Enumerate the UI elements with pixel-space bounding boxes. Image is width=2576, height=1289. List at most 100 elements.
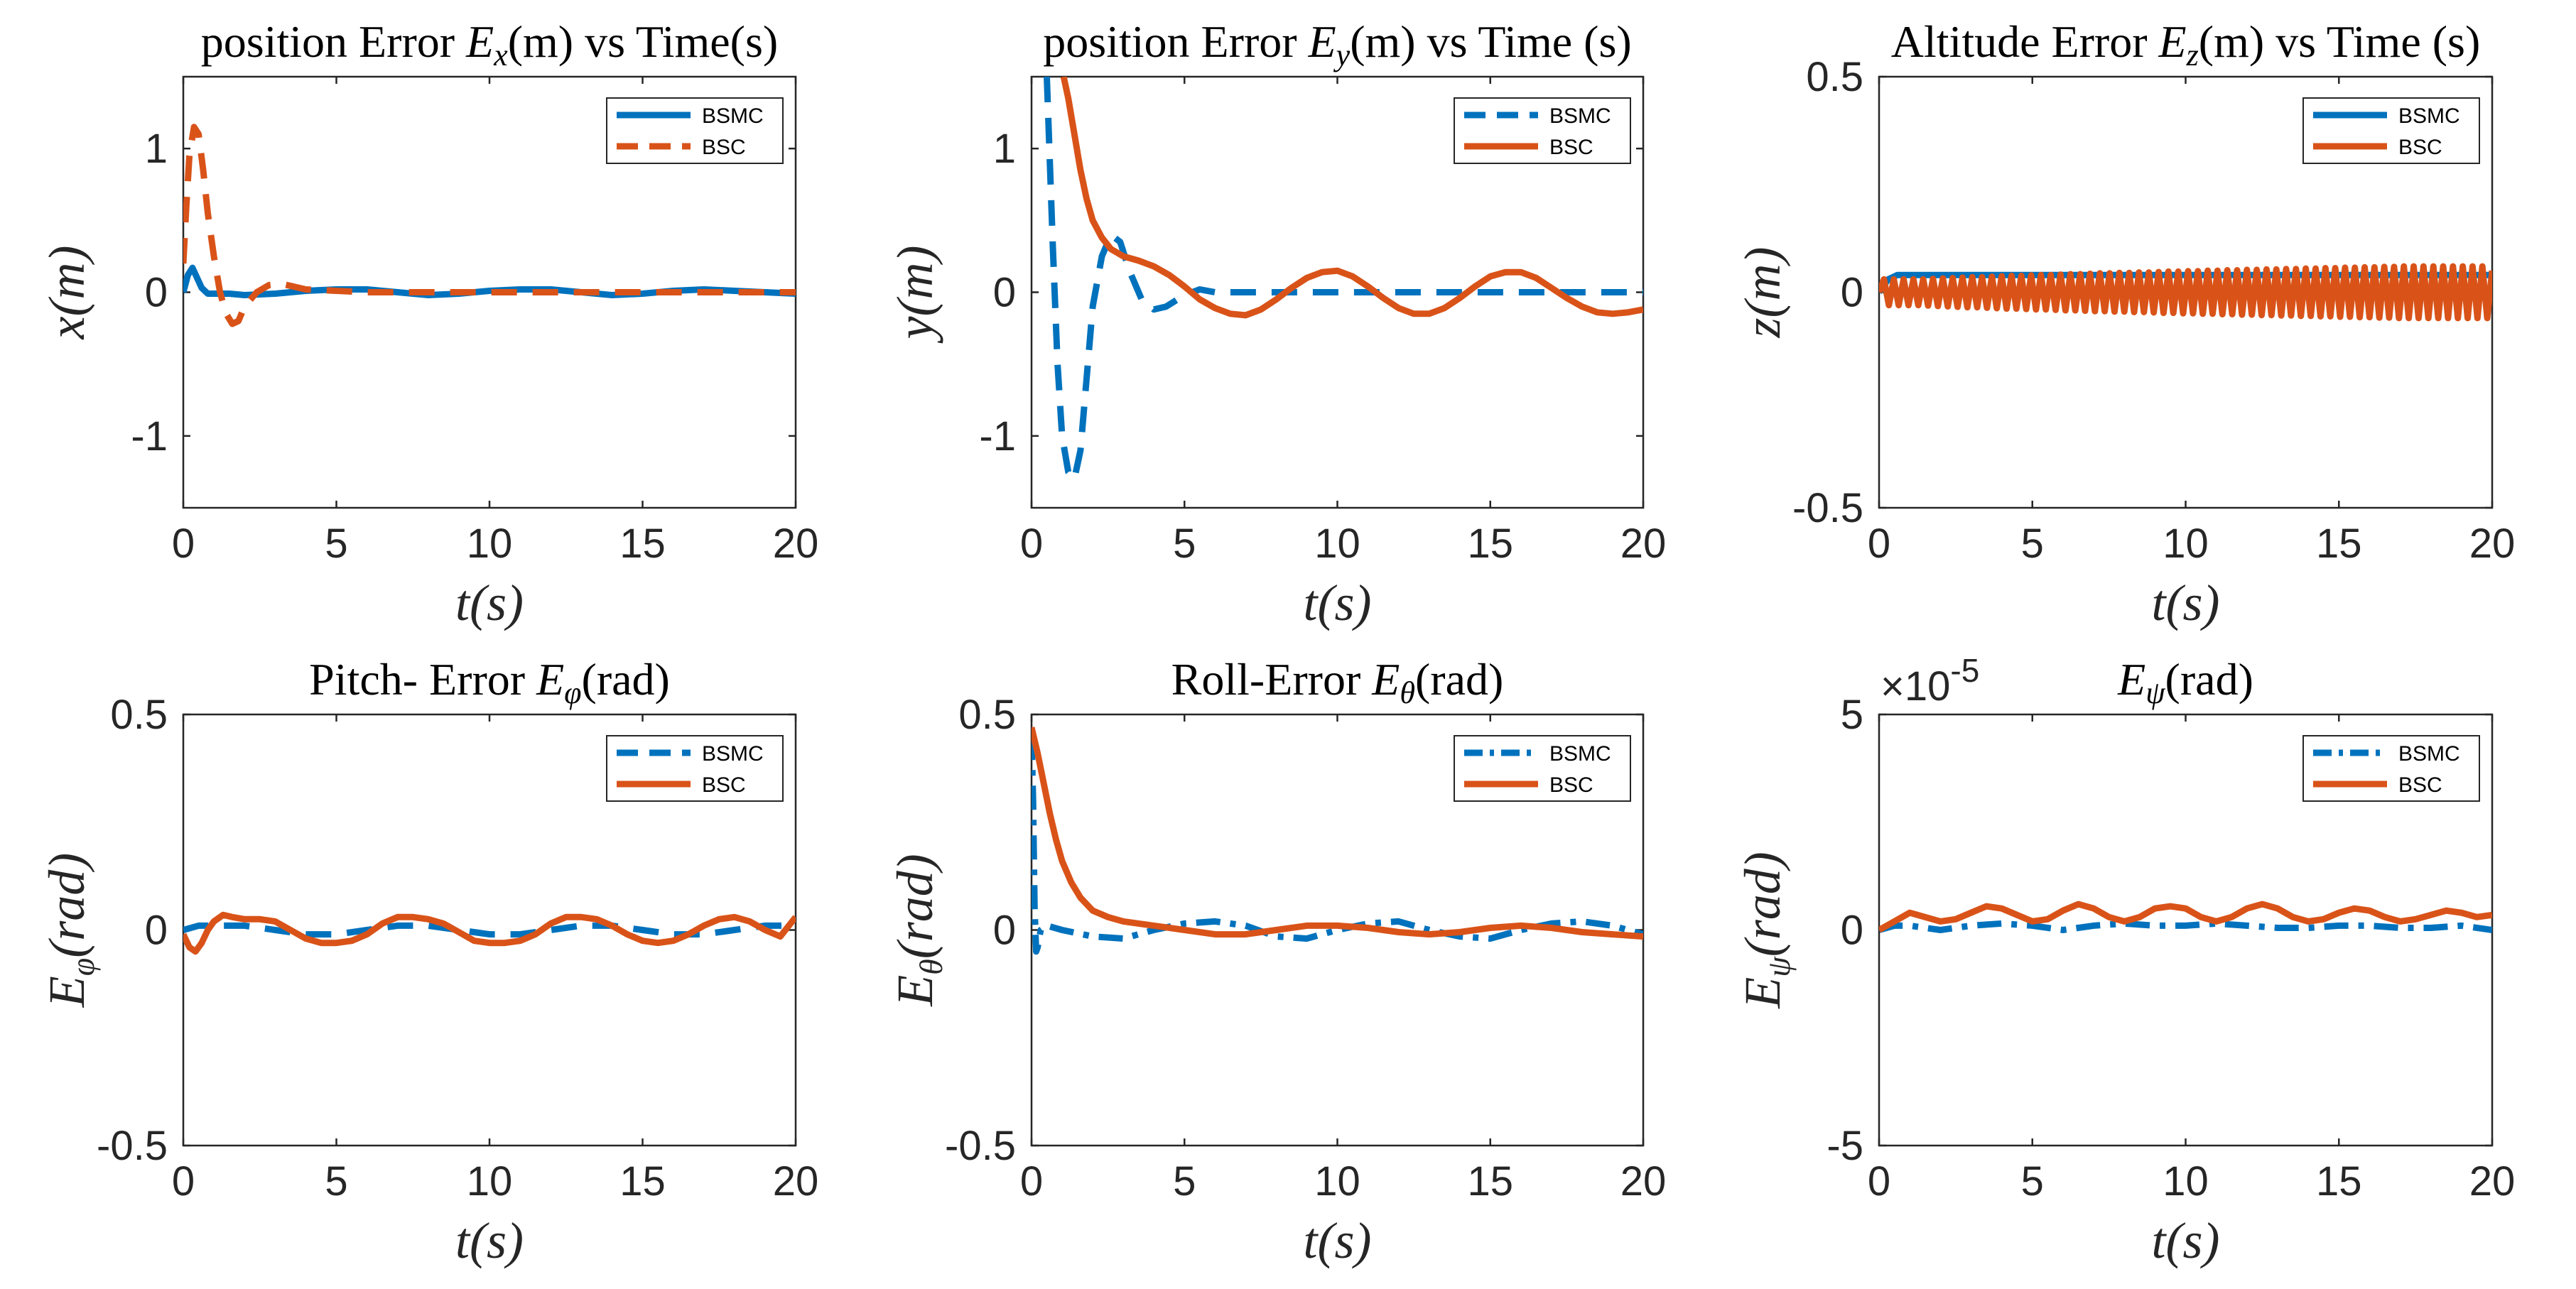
y-tick-label: 0: [993, 270, 1016, 316]
plot-area: [1879, 263, 2492, 322]
chart-title: Eψ(rad): [2117, 654, 2253, 710]
x-tick-label: 0: [172, 1158, 195, 1204]
y-tick-label: 0: [1841, 270, 1863, 316]
x-tick-label: 20: [2469, 1158, 2516, 1204]
y-axis-label: y(m): [887, 246, 943, 344]
series-line-bsmc: [1032, 736, 1643, 955]
x-tick-label: 0: [172, 521, 195, 567]
y-tick-label: -0.5: [945, 1123, 1016, 1169]
y-tick-label: -1: [131, 413, 168, 459]
y-tick-label: 0.5: [110, 692, 168, 738]
x-tick-label: 20: [1620, 521, 1667, 567]
subplot-6: 0 5 10 15 20-505×10-5 Eψ(rad)t(s)Eψ(rad)BSMCB…: [1734, 652, 2515, 1269]
x-axis-label: t(s): [2152, 1212, 2220, 1269]
x-axis-label: t(s): [1304, 575, 1372, 631]
y-tick-label: 0.5: [958, 692, 1016, 738]
x-tick-label: 0: [1020, 521, 1043, 567]
chart-title: Roll-Error Eθ(rad): [1171, 654, 1504, 710]
x-tick-label: 10: [1314, 1158, 1360, 1204]
x-tick-label: 10: [2163, 1158, 2209, 1204]
y-tick-label: 0: [1841, 908, 1863, 954]
series-line-bsc: [1879, 263, 2492, 322]
legend-box: [1454, 97, 1631, 164]
chart-title: Pitch- Error Eφ(rad): [309, 654, 670, 710]
x-tick-label: 5: [2021, 1158, 2044, 1204]
y-axis-label: Eθ(rad): [887, 854, 949, 1007]
legend-label: BSMC: [2398, 104, 2460, 128]
series-line-bsc: [183, 124, 796, 327]
x-tick-label: 0: [1020, 1158, 1043, 1204]
x-tick-label: 15: [2316, 521, 2362, 567]
y-axis-label: Eφ(rad): [38, 853, 101, 1008]
x-tick-label: 10: [467, 521, 513, 567]
subplot-1: 0 5 10 15 20 -1 0 1 position Error Ex(m) vs Time…: [38, 16, 818, 631]
y-tick-label: -5: [1827, 1123, 1863, 1169]
x-axis-label: t(s): [455, 575, 524, 631]
y-tick-label: 0.5: [1806, 54, 1863, 100]
x-tick-label: 20: [1620, 1158, 1667, 1204]
x-axis-label: t(s): [2152, 575, 2220, 631]
legend: BSMC BSC: [1454, 735, 1631, 802]
legend-label: BSC: [2398, 136, 2442, 159]
x-tick-label: 15: [619, 521, 666, 567]
series-line-bsmc: [1879, 271, 2492, 295]
y-axis-label: Eψ(rad): [1734, 852, 1797, 1009]
x-tick-label: 20: [2469, 521, 2516, 567]
legend-label: BSC: [1549, 773, 1593, 797]
legend: BSMC BSC: [2302, 97, 2480, 164]
y-tick-label: 1: [993, 126, 1016, 172]
x-tick-label: 15: [1467, 521, 1513, 567]
plot-area: [1879, 901, 2492, 933]
x-tick-label: 0: [1868, 521, 1890, 567]
y-exponent-label: ×10-5: [1880, 652, 1979, 709]
legend-label: BSMC: [2398, 742, 2460, 766]
series-line-bsc: [1032, 727, 1643, 940]
y-tick-label: 1: [145, 126, 168, 172]
legend-box: [2302, 735, 2480, 802]
y-tick-label: 0: [145, 270, 168, 316]
legend-box: [606, 735, 784, 802]
plot-area: [183, 124, 796, 327]
series-line-bsc: [1060, 77, 1643, 319]
x-tick-label: 10: [467, 1158, 513, 1204]
legend-box: [1454, 735, 1631, 802]
legend: BSMC BSC: [606, 97, 784, 164]
x-tick-label: 5: [325, 521, 347, 567]
x-tick-label: 5: [1173, 1158, 1196, 1204]
x-tick-label: 20: [773, 521, 819, 567]
y-axis-label: x(m): [38, 246, 95, 340]
y-tick-label: 5: [1841, 692, 1863, 738]
legend-label: BSC: [1549, 136, 1593, 159]
plot-area: [1032, 727, 1643, 955]
legend-label: BSMC: [702, 104, 764, 128]
legend-box: [2302, 97, 2480, 164]
x-tick-label: 20: [773, 1158, 819, 1204]
x-tick-label: 10: [1314, 521, 1360, 567]
x-axis-label: t(s): [455, 1212, 524, 1269]
legend-label: BSC: [702, 136, 746, 159]
legend-label: BSC: [2398, 773, 2442, 797]
chart-title: position Error Ey(m) vs Time (s): [1043, 16, 1631, 72]
x-axis-label: t(s): [1304, 1212, 1372, 1269]
chart-title: Altitude Error Ez(m) vs Time (s): [1891, 16, 2481, 72]
legend: BSMC BSC: [2302, 735, 2480, 802]
legend-label: BSMC: [1549, 742, 1611, 766]
plot-area: [1044, 77, 1643, 482]
legend: BSMC BSC: [1454, 97, 1631, 164]
chart-title: position Error Ex(m) vs Time(s): [201, 16, 778, 72]
x-tick-label: 15: [619, 1158, 666, 1204]
series-line-bsc: [183, 911, 796, 955]
series-line-bsc: [1879, 901, 2492, 933]
plot-area: [183, 911, 796, 955]
y-axis-label: z(m): [1734, 247, 1791, 339]
x-tick-label: 15: [2316, 1158, 2362, 1204]
x-tick-label: 5: [325, 1158, 347, 1204]
legend-box: [606, 97, 784, 164]
x-tick-label: 5: [2021, 521, 2044, 567]
y-tick-label: -1: [979, 413, 1016, 459]
legend-label: BSMC: [702, 742, 764, 766]
